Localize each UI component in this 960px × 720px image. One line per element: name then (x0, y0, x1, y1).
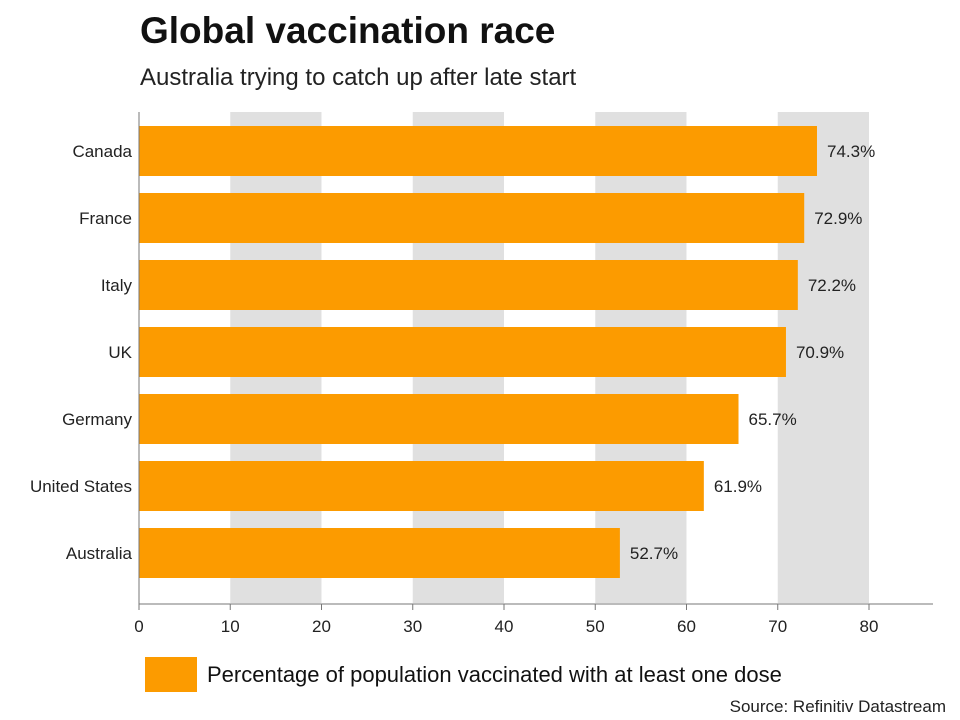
category-label: UK (108, 343, 132, 362)
category-label: France (79, 209, 132, 228)
legend: Percentage of population vaccinated with… (145, 657, 782, 692)
source-note: Source: Refinitiv Datastream (729, 697, 946, 716)
legend-label: Percentage of population vaccinated with… (207, 661, 782, 687)
x-tick-label: 10 (221, 617, 240, 636)
x-tick-label: 50 (586, 617, 605, 636)
x-tick-label: 70 (768, 617, 787, 636)
x-tick-label: 20 (312, 617, 331, 636)
legend-swatch (145, 657, 197, 692)
bar (139, 461, 704, 511)
bar (139, 193, 805, 243)
x-tick-label: 30 (403, 617, 422, 636)
value-label: 72.9% (814, 209, 862, 228)
chart-subtitle: Australia trying to catch up after late … (140, 64, 577, 91)
value-label: 70.9% (796, 343, 844, 362)
bar (139, 327, 786, 377)
category-label: Canada (72, 142, 132, 161)
x-tick-label: 0 (134, 617, 143, 636)
value-label: 65.7% (749, 410, 797, 429)
category-label: United States (30, 477, 132, 496)
x-tick-label: 60 (677, 617, 696, 636)
bar (139, 260, 798, 310)
chart-title: Global vaccination race (140, 10, 556, 51)
x-tick-label: 40 (495, 617, 514, 636)
category-label: Italy (101, 276, 133, 295)
x-tick-label: 80 (860, 617, 879, 636)
bar (139, 528, 620, 578)
value-label: 74.3% (827, 142, 875, 161)
value-label: 52.7% (630, 544, 678, 563)
category-label: Germany (62, 410, 132, 429)
category-label: Australia (66, 544, 133, 563)
value-label: 72.2% (808, 276, 856, 295)
value-label: 61.9% (714, 477, 762, 496)
bar (139, 394, 739, 444)
bar (139, 126, 817, 176)
